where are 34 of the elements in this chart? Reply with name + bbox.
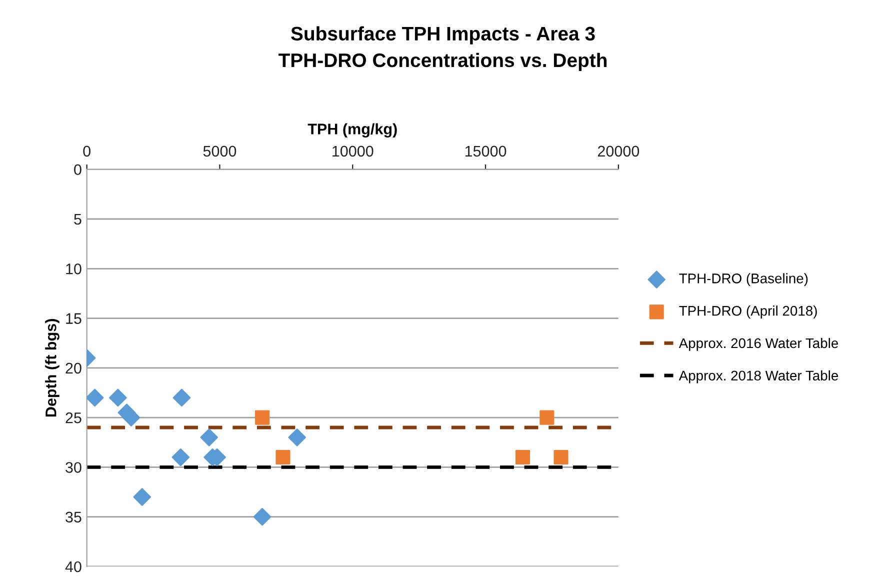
y-tick-label: 25 <box>66 412 82 424</box>
x-axis-title: TPH (mg/kg) <box>308 123 397 138</box>
y-tick-label: 35 <box>66 512 82 523</box>
point <box>515 450 530 465</box>
point <box>86 388 104 407</box>
point <box>172 388 191 407</box>
y-tick-label: 20 <box>66 362 82 374</box>
x-tick-label: 15000 <box>465 146 506 157</box>
point <box>254 410 270 425</box>
x-tick-label: 5000 <box>203 146 236 157</box>
legend-label: Approx. 2018 Water Table <box>678 370 838 384</box>
point <box>200 428 218 446</box>
point <box>288 428 306 446</box>
point <box>276 450 290 465</box>
chart-title: Subsurface TPH Impacts - Area 3 TPH-DRO Concentrations vs. Depth <box>278 26 607 71</box>
point <box>253 508 272 526</box>
point <box>133 488 152 506</box>
y-tick-label: 30 <box>66 462 82 473</box>
legend-label: TPH-DRO (Baseline) <box>679 273 808 286</box>
y-tick-label: 5 <box>74 214 82 225</box>
x-tick-label: 20000 <box>598 146 640 157</box>
x-tick-label: 0 <box>83 146 90 157</box>
y-tick-label: 15 <box>66 313 82 324</box>
y-tick-label: 10 <box>66 264 82 274</box>
point <box>172 448 190 466</box>
point <box>109 388 127 407</box>
y-tick-label: 40 <box>65 561 82 572</box>
x-tick-label: 10000 <box>332 146 374 157</box>
point <box>540 410 554 425</box>
point <box>554 450 568 465</box>
y-axis-title: Depth (ft bgs) <box>45 319 60 417</box>
legend-label: TPH-DRO (April 2018) <box>679 306 817 318</box>
legend-label: Approx. 2016 Water Table <box>678 338 838 351</box>
y-tick-label: 0 <box>74 164 82 176</box>
